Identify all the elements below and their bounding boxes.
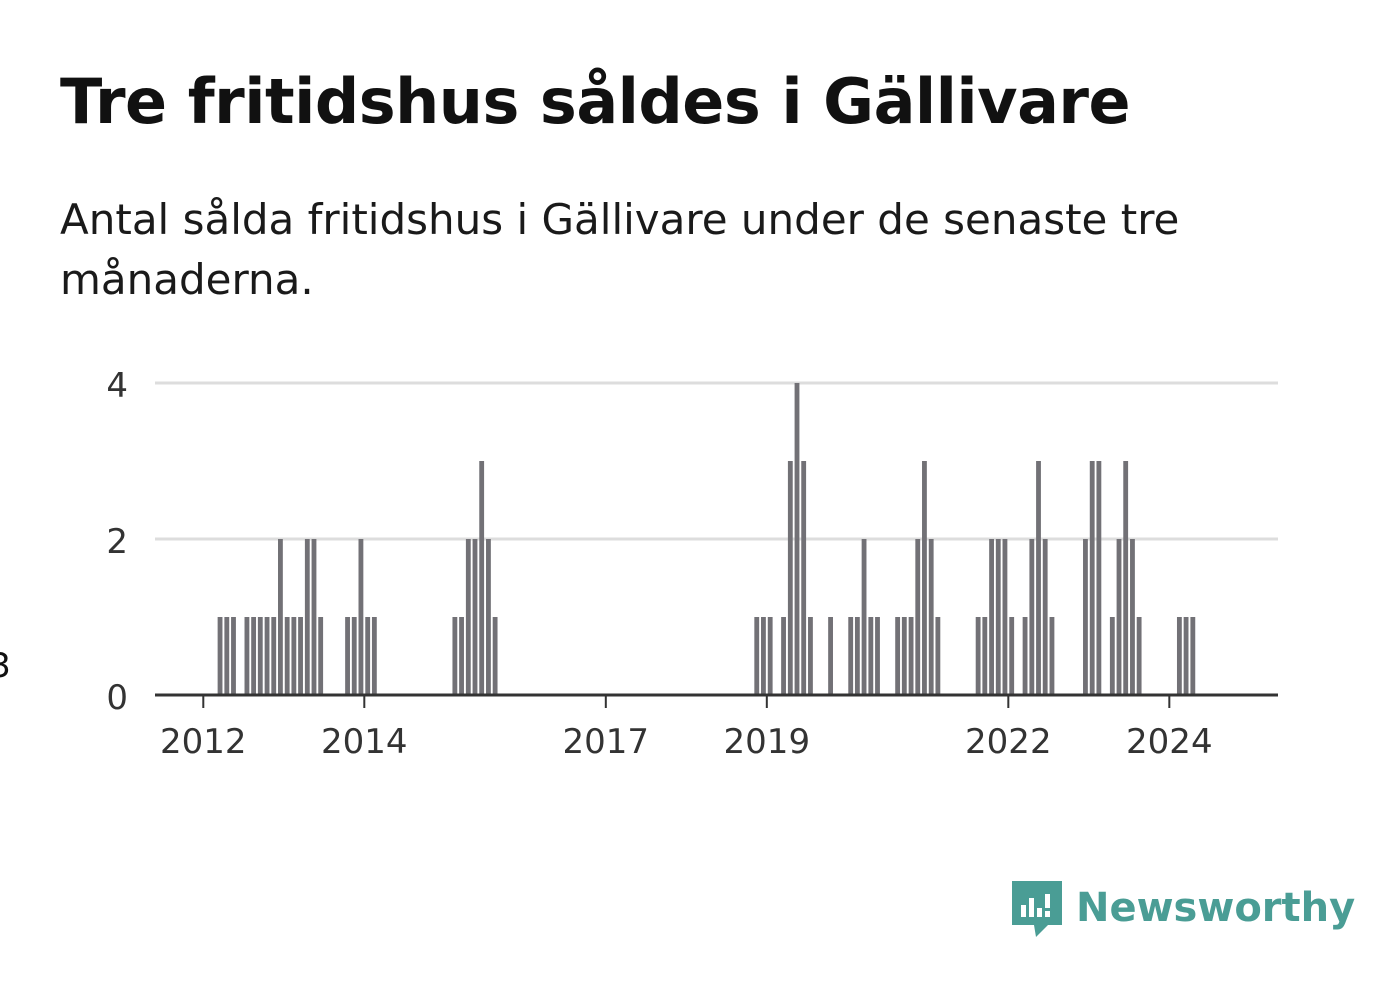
bar-chart: 0 2 4 3 2012 2014 2017 2019 2022 2024 <box>0 366 1278 762</box>
bar <box>1136 617 1142 695</box>
bar <box>1116 539 1122 695</box>
chart-subtitle: Antal sålda fritidshus i Gällivare under… <box>60 195 1180 304</box>
bar <box>1022 617 1028 695</box>
bar <box>794 383 800 695</box>
bar <box>486 539 491 695</box>
bar <box>257 617 263 695</box>
bar <box>915 539 921 695</box>
x-tick-label: 2024 <box>1126 722 1213 762</box>
bar <box>1002 539 1008 695</box>
bar <box>298 617 303 695</box>
bar <box>901 617 907 695</box>
newsworthy-logo-icon <box>1012 881 1062 937</box>
bar <box>345 617 350 695</box>
bar <box>1083 539 1088 695</box>
bar <box>217 617 223 695</box>
bar <box>371 617 377 695</box>
x-tick-label: 2017 <box>563 722 650 762</box>
data-label: 3 <box>0 646 11 686</box>
bar <box>358 539 364 695</box>
brand-logo: Newsworthy <box>1010 876 1355 940</box>
y-tick-label: 4 <box>106 366 128 406</box>
bar <box>989 539 994 695</box>
x-tick-label: 2012 <box>160 722 247 762</box>
bar <box>284 617 290 695</box>
bar <box>1123 461 1129 695</box>
bar <box>995 539 1001 695</box>
chart-title: Tre fritidshus såldes i Gällivare <box>60 65 1131 138</box>
bar <box>365 617 371 695</box>
bar <box>868 617 874 695</box>
bar <box>1089 461 1095 695</box>
bar <box>465 539 471 695</box>
bar <box>787 461 793 695</box>
bar <box>935 617 941 695</box>
bar <box>767 617 773 695</box>
bar <box>452 617 458 695</box>
bar <box>479 461 485 695</box>
bar <box>1183 617 1189 695</box>
bar <box>922 461 927 695</box>
y-tick-label: 0 <box>106 678 128 718</box>
bar <box>928 539 934 695</box>
bar <box>1130 539 1135 695</box>
y-tick-label: 2 <box>106 522 128 562</box>
x-tick-label: 2014 <box>321 722 408 762</box>
bar <box>875 617 880 695</box>
bar <box>1036 461 1041 695</box>
bar <box>311 539 317 695</box>
bar <box>801 461 807 695</box>
bar <box>828 617 833 695</box>
bar <box>459 617 464 695</box>
bar <box>975 617 981 695</box>
bar <box>291 617 297 695</box>
brand-name: Newsworthy <box>1076 885 1356 931</box>
bar <box>231 617 236 695</box>
bar <box>1176 617 1182 695</box>
bar <box>1096 461 1102 695</box>
bar <box>351 617 357 695</box>
x-tick-label: 2022 <box>965 722 1052 762</box>
bar <box>761 617 766 695</box>
bar <box>861 539 867 695</box>
bar <box>982 617 988 695</box>
bar <box>895 617 901 695</box>
bar <box>808 617 813 695</box>
bar <box>304 539 310 695</box>
bar <box>908 617 914 695</box>
bar <box>854 617 860 695</box>
bar <box>224 617 230 695</box>
bar <box>1109 617 1115 695</box>
bar <box>754 617 760 695</box>
bar <box>1042 539 1048 695</box>
bar <box>264 617 270 695</box>
bar <box>271 617 277 695</box>
bar <box>278 539 283 695</box>
bar <box>1190 617 1196 695</box>
bar <box>1049 617 1055 695</box>
bar <box>472 539 478 695</box>
bar <box>848 617 854 695</box>
x-tick-label: 2019 <box>724 722 811 762</box>
bar <box>318 617 324 695</box>
bar <box>1009 617 1015 695</box>
bar <box>251 617 257 695</box>
bar <box>1029 539 1035 695</box>
bar <box>244 617 250 695</box>
bar <box>781 617 786 695</box>
bar <box>492 617 498 695</box>
